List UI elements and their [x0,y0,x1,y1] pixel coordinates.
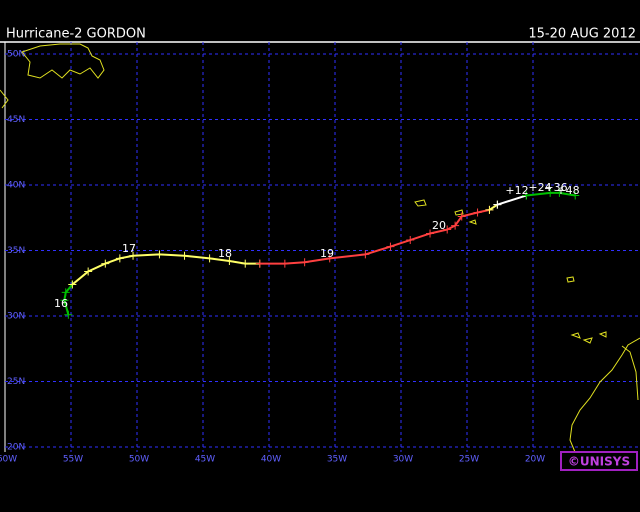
logo-text: ©UNISYS [568,455,630,469]
lon-label: 45W [195,455,215,465]
track-segment [488,203,498,211]
azores [414,199,477,225]
track-point [426,229,435,238]
track-point [451,221,460,230]
track-point [205,254,214,263]
day-label: 19 [320,247,334,260]
track-segment [63,283,74,315]
forecast-label: +12 [505,184,528,197]
nova-scotia [0,89,9,109]
lon-label: 60W [0,455,17,465]
track-point [101,259,110,268]
canaries [570,331,607,344]
lat-label: 30N [7,312,25,322]
lon-label: 55W [63,455,83,465]
day-label: 20 [432,219,446,232]
logo-box [560,451,638,471]
africa-inland [621,345,639,401]
lon-label: 50W [129,455,149,465]
track-segment [497,194,527,206]
lon-label: 20W [525,455,545,465]
track-point [60,296,69,305]
track-point [64,310,73,319]
storm-title: Hurricane-2 GORDON [6,27,146,42]
day-label: 17 [122,242,136,255]
lat-label: 50N [7,50,25,60]
lon-label: 35W [327,455,347,465]
lon-label: 25W [459,455,479,465]
track-point [255,259,264,268]
track-point [571,191,580,200]
lon-label: 40W [261,455,281,465]
track-point [129,251,138,260]
lat-label: 20N [7,443,25,453]
day-label: 16 [54,297,68,310]
track-point [280,259,289,268]
track-point [493,200,502,209]
track-point [457,212,466,221]
track-segment [526,191,576,197]
track-point [241,259,250,268]
track-point [443,225,452,234]
lat-label: 35N [7,246,25,256]
grid: 60W 55W 50W 45W 40W 35W 30W 25W 20W 50N 45N 40N 35N 3… [0,42,640,465]
date-range: 15-20 AUG 2012 [528,27,636,42]
track-point [225,256,234,265]
track-point [180,251,189,260]
track-point [485,205,494,214]
lat-label: 45N [7,115,25,125]
track-point [68,280,77,289]
forecast-label: +24 [528,181,551,194]
coastlines [0,43,640,453]
track-point [546,188,555,197]
track-point [325,254,334,263]
track-point [300,258,309,267]
forecast-label: +36 [544,181,567,194]
madeira [566,276,575,283]
track-point [522,191,531,200]
lat-label: 25N [7,377,25,387]
day-label: 18 [218,247,232,260]
lat-label: 40N [7,181,25,191]
track-point [115,254,124,263]
track-point [386,242,395,251]
track-point [84,267,93,276]
lon-label: 30W [393,455,413,465]
forecast-label: +48 [556,184,579,197]
track-point [555,188,564,197]
logo: ©UNISYS [560,451,638,471]
africa-coast [569,337,640,453]
track: 16 17 18 19 20 +12 +24+36+48 [54,181,580,319]
track-point [473,208,482,217]
track-point [406,236,415,245]
track-point [61,288,70,297]
newfoundland [21,43,105,79]
track-point [155,250,164,259]
track-point [361,250,370,259]
